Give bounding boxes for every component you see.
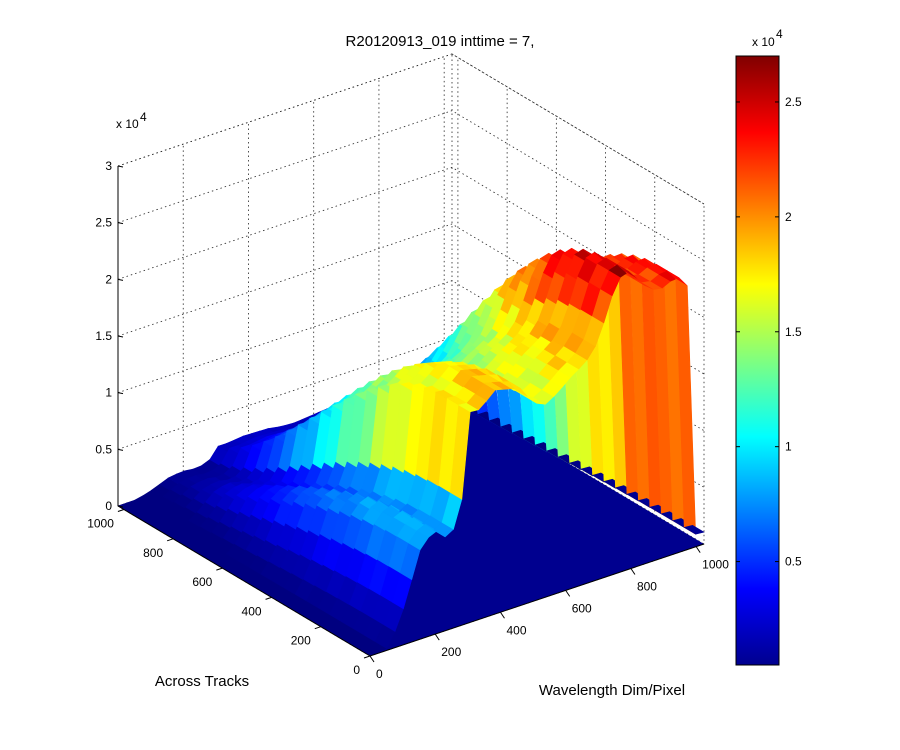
surface-patch <box>683 524 705 535</box>
y-tick-label: 200 <box>291 634 311 648</box>
z-gridline <box>117 53 705 205</box>
colorbar-tick-label: 0.5 <box>785 555 802 569</box>
axes-front: 0 200 400 600 800 1000 0 200 400 600 800 1000 0 0.5 1 1… <box>87 159 729 681</box>
x-tick <box>369 655 375 663</box>
z-tick <box>117 335 124 338</box>
y-tick-label: 400 <box>242 604 262 618</box>
z-tick-label: 1 <box>105 386 112 400</box>
y-tick <box>363 655 371 659</box>
z-tick-label: 0.5 <box>95 442 112 456</box>
axis-line <box>117 505 371 657</box>
x-tick <box>565 590 571 597</box>
y-tick-label: 1000 <box>87 517 114 531</box>
y-tick-label: 600 <box>192 575 212 589</box>
colorbar-tick-label: 2.5 <box>785 95 802 109</box>
colorbar-tick-label: 1.5 <box>785 325 802 339</box>
x-tick <box>695 546 701 553</box>
svg-text:4: 4 <box>140 110 147 124</box>
z-tick <box>117 392 124 395</box>
z-tick-label: 2.5 <box>95 216 112 230</box>
y-tick <box>265 596 272 600</box>
x-tick-label: 400 <box>506 623 526 637</box>
z-tick-label: 3 <box>105 159 112 173</box>
x-tick <box>434 633 440 641</box>
z-gridline <box>117 223 705 375</box>
x-tick-label: 600 <box>572 601 592 615</box>
z-tick-label: 2 <box>105 272 112 286</box>
z-tick <box>117 505 124 508</box>
colorbar-gradient <box>735 55 780 666</box>
y-tick <box>166 538 174 542</box>
box-edge <box>451 53 705 205</box>
z-tick <box>117 278 124 281</box>
svg-text:x 10: x 10 <box>116 117 139 131</box>
y-tick <box>216 567 223 571</box>
box-edge <box>117 53 453 167</box>
svg-text:4: 4 <box>776 27 783 41</box>
svg-text:x 10: x 10 <box>752 35 775 49</box>
y-tick-label: 0 <box>353 663 360 677</box>
x-tick-label: 200 <box>441 645 461 659</box>
surface-plot <box>117 247 705 656</box>
colorbar-tick-label: 1 <box>785 440 792 454</box>
x-tick <box>630 568 636 575</box>
x-axis-label: Wavelength Dim/Pixel <box>539 682 685 699</box>
colorbar-ticks: 0.5 1 1.5 2 2.5 <box>736 95 802 569</box>
y-tick-label: 800 <box>143 546 163 560</box>
y-tick <box>117 509 125 512</box>
z-tick <box>117 222 124 225</box>
colorbar-tick-label: 2 <box>785 210 792 224</box>
x-tick-label: 1000 <box>702 558 729 572</box>
z-gridline <box>117 110 705 262</box>
colorbar-exponent-label: x 10 4 <box>752 27 783 49</box>
x-tick-label: 800 <box>637 580 657 594</box>
colorbar: 0.5 1 1.5 2 2.5 x 10 4 <box>735 27 802 666</box>
z-tick-label: 0 <box>105 499 112 513</box>
z-tick-label: 1.5 <box>95 329 112 343</box>
y-tick <box>314 626 321 630</box>
z-tick <box>117 165 124 168</box>
z-tick <box>117 448 124 451</box>
z-exponent-label: x 10 4 <box>116 110 147 131</box>
x-tick-label: 0 <box>376 667 383 681</box>
axis-line <box>369 543 705 657</box>
y-axis-label: Across Tracks <box>155 673 249 690</box>
x-tick <box>500 611 505 619</box>
chart-title: R20120913_019 inttime = 7, <box>346 33 535 50</box>
z-gridline <box>117 166 705 318</box>
